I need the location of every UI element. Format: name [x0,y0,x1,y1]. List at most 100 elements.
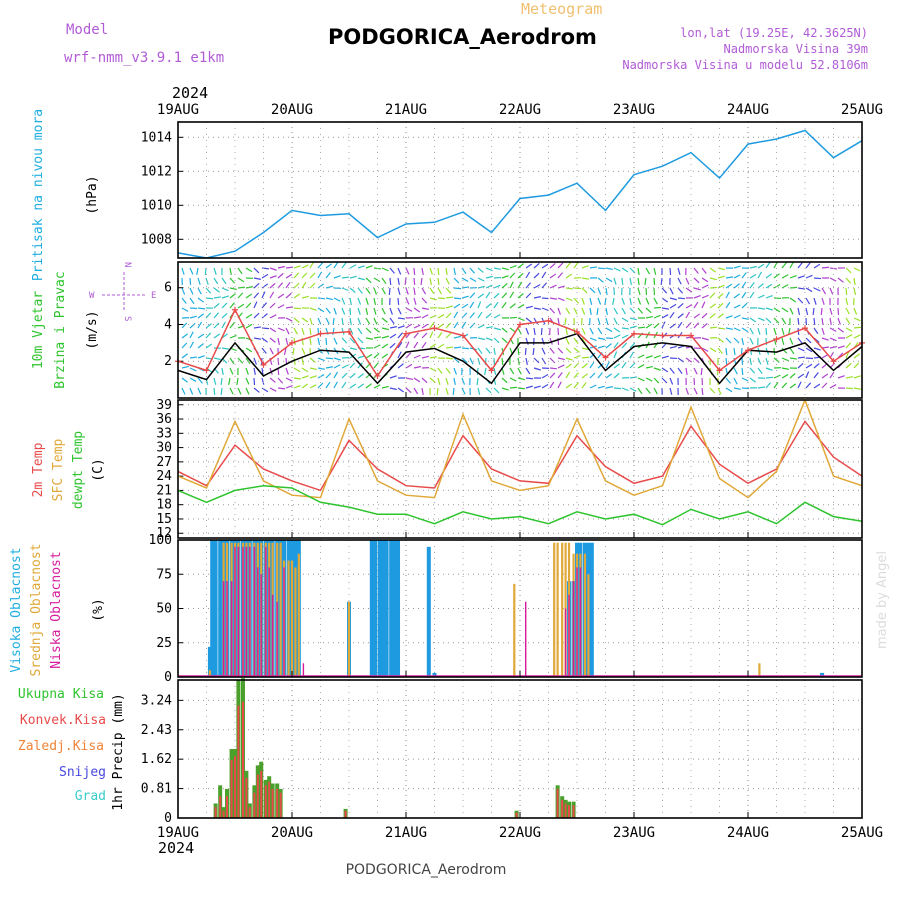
wind-arrow [589,384,597,389]
wind-arrow [253,367,256,375]
wind-arrow [653,314,661,319]
precip-bar [556,788,559,818]
wind-arrow [285,384,293,389]
wind-arrow [333,262,339,269]
bottom-day-label: 22AUG [499,825,541,841]
wind-arrow [341,381,347,389]
wind-arrow [645,315,653,319]
wind-arrow [565,383,573,389]
wind-arrow [733,304,741,309]
wind-arrow [373,307,377,315]
wind-arrow [693,267,699,274]
wind-arrow [325,366,333,369]
wind-arrow [477,267,484,273]
wind-arrow [413,365,421,369]
wind-arrow [605,361,610,369]
wind-arrow [301,357,305,365]
wind-arrow [373,336,382,339]
wind-arrow [749,357,752,365]
wind-arrow [189,377,197,382]
wind-arrow [253,292,260,299]
wind-arrow [805,262,811,269]
clouds-bar [287,560,290,677]
precip-bar [248,807,251,818]
wind-arrow [237,303,245,309]
wind-arrow [581,356,590,359]
clouds-bar [377,540,382,677]
wind-arrow [476,377,479,386]
wind-arrow [669,377,674,385]
precip-bar [226,796,229,818]
wind-arrow [277,282,284,289]
wind-arrow [805,274,813,279]
wind-arrow [309,375,317,379]
wind-arrow [749,291,755,299]
wind-arrow [197,297,204,303]
wind-arrow [765,307,773,311]
wind-arrow [581,297,585,305]
wind-arrow [597,363,604,369]
wind-arrow [493,276,502,279]
wind-arrow [789,274,797,279]
wind-arrow [517,317,525,322]
wind-arrow [413,307,421,313]
wind-arrow [685,357,693,363]
wind-arrow [685,287,693,293]
wind-arrow [805,307,809,315]
wind-arrow [429,314,437,319]
wind-arrow [437,314,445,319]
wind-arrow [661,287,668,294]
precip-ylabel: 1hr Precip (mm) [111,693,126,810]
wind-arrow [405,267,410,275]
wind-arrow [301,295,309,299]
wind-arrow [829,345,837,349]
wind-arrow [357,307,361,315]
wind-arrow [853,267,861,272]
wind-arrow [413,277,416,286]
bottom-day-label: 20AUG [271,825,313,841]
wind-arrow [821,373,829,379]
wind-arrow [821,346,830,349]
top-day-label: 19AUG [157,102,199,118]
wind-unit-label: (m/s) [85,310,100,349]
legend-hail: Grad [75,789,106,804]
wind-arrow [749,377,756,383]
wind-arrow [509,291,515,299]
wind-arrow [845,362,852,369]
wind-arrow [197,355,205,359]
wind-arrow [813,347,821,351]
wind-arrow [525,357,528,365]
wind-arrow [293,265,301,269]
wind-arrow [789,297,797,303]
clouds-bar [213,540,218,677]
wind-arrow [365,383,372,389]
wind-arrow [781,307,789,313]
wind-arrow [797,362,804,369]
wind-arrow [533,357,540,364]
wind-arrow [853,326,862,329]
wind-arrow [261,337,268,343]
wind-arrow [389,375,397,379]
wind-arrow [221,367,224,375]
wind-arrow [781,317,787,325]
wind-arrow [613,317,618,325]
wind-arrow [365,353,373,359]
wind-arrow [205,332,212,339]
wind-arrow [557,307,561,315]
wind-arrow [437,367,443,375]
wind-arrow [781,347,788,354]
wind-arrow [557,381,562,389]
wind-arrow [197,377,203,384]
wind-arrow [421,387,424,395]
wind-arrow [476,367,479,376]
wind-arrow [741,357,744,366]
wind-arrow [773,273,780,279]
wind-arrow [261,377,265,385]
wind-arrow [597,317,601,325]
wind-arrow [637,364,645,369]
wind-arrow [213,377,217,385]
wind-arrow [589,352,596,359]
wind-arrow [197,321,203,329]
wind-arrow [749,282,755,289]
clouds-bar [381,540,386,677]
